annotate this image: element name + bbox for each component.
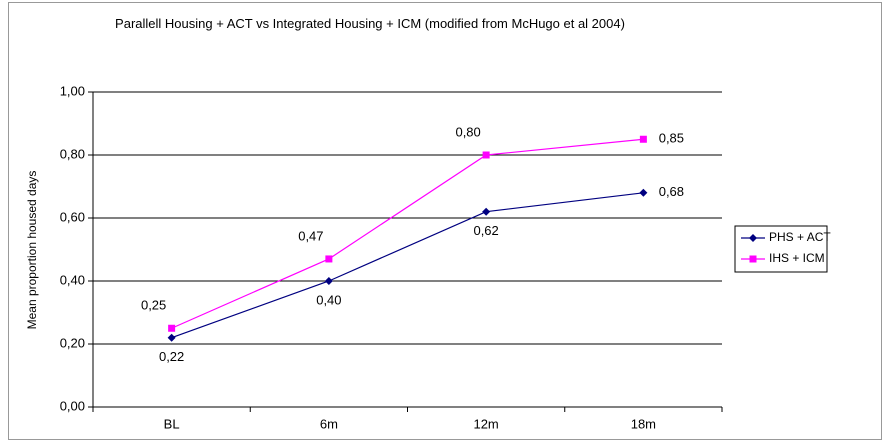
y-axis-label: Mean proportion housed days xyxy=(25,171,39,330)
point xyxy=(482,151,490,159)
point xyxy=(639,188,648,197)
point xyxy=(639,135,647,143)
data-label: 0,22 xyxy=(159,349,184,364)
point xyxy=(168,324,176,332)
data-label: 0,40 xyxy=(316,292,341,307)
y-tick-label: 1,00 xyxy=(60,83,85,98)
legend-label: IHS + ICM xyxy=(769,251,825,265)
line xyxy=(171,192,644,339)
data-label: 0,25 xyxy=(141,298,166,313)
chart-title: Parallell Housing + ACT vs Integrated Ho… xyxy=(115,16,625,31)
chart-frame xyxy=(8,2,882,440)
x-tick-label: BL xyxy=(164,416,180,431)
point xyxy=(749,255,757,263)
data-label: 0,62 xyxy=(473,223,498,238)
data-label: 0,68 xyxy=(659,184,684,199)
y-tick-label: 0,60 xyxy=(60,209,85,224)
y-tick-label: 0,80 xyxy=(60,146,85,161)
x-tick-label: 18m xyxy=(631,416,656,431)
data-label: 0,85 xyxy=(659,131,684,146)
data-label: 0,80 xyxy=(455,124,480,139)
point xyxy=(749,234,757,242)
point xyxy=(167,333,176,342)
data-label: 0,47 xyxy=(298,228,323,243)
y-tick-label: 0,40 xyxy=(60,272,85,287)
x-tick-label: 12m xyxy=(473,416,498,431)
point xyxy=(325,255,333,263)
legend-label: PHS + ACT xyxy=(769,230,831,244)
x-tick-label: 6m xyxy=(320,416,338,431)
point xyxy=(482,207,491,216)
line xyxy=(171,138,644,329)
legend-box xyxy=(734,225,828,273)
y-tick-label: 0,20 xyxy=(60,335,85,350)
point xyxy=(324,277,333,285)
y-tick-label: 0,00 xyxy=(60,398,85,413)
